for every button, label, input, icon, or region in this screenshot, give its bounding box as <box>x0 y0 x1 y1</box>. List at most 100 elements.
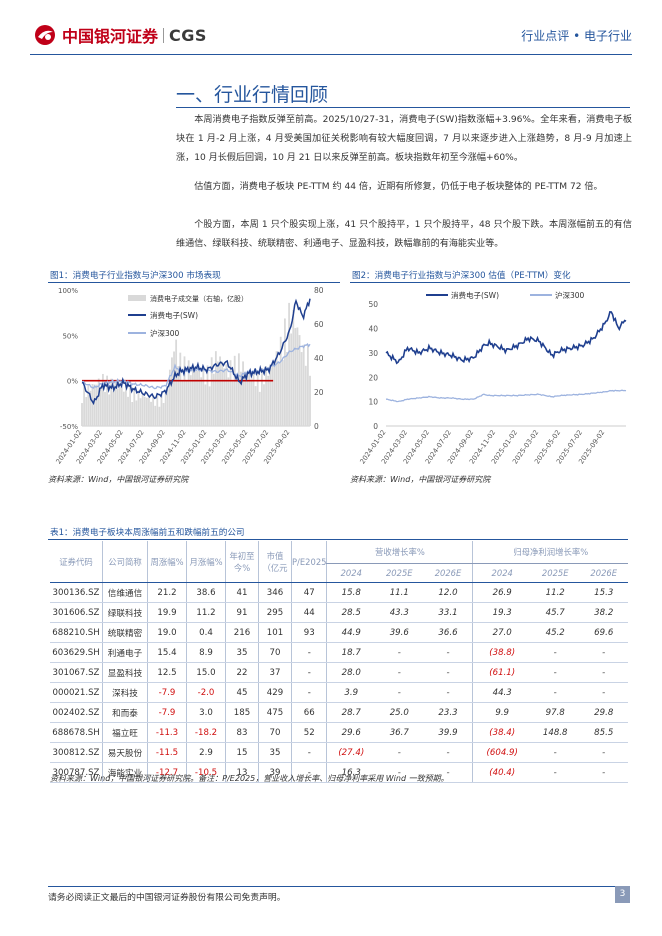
volume-bar <box>168 369 171 426</box>
volume-bar <box>122 391 125 426</box>
volume-bar <box>252 370 255 426</box>
fig2-rule <box>350 282 630 283</box>
table-cell: 29.8 <box>579 702 628 723</box>
y-left-tick-label: 0% <box>67 378 78 386</box>
table-row: 301067.SZ 显盈科技 12.5 15.0 22 37-28.0- - (61.1) - - <box>50 662 628 683</box>
volume-bar <box>145 397 148 426</box>
volume-bar <box>152 396 155 426</box>
table-row: 300136.SZ 信维通信 21.2 38.6 41 346 47 15.8 11.1 12.0… <box>50 582 628 603</box>
table-cell: -7.9 <box>147 682 187 703</box>
table-cell: - <box>530 642 580 663</box>
table-cell: 11.2 <box>530 582 580 603</box>
volume-bar <box>258 391 261 426</box>
fig1-chart: 100%50%0%-50%8060402002024-01-022024-03-… <box>54 286 324 466</box>
volume-bar <box>204 384 207 426</box>
y-right-tick-label: 20 <box>314 388 324 397</box>
volume-bar <box>181 380 184 426</box>
table-cell: 688678.SH <box>50 722 103 743</box>
col-rev-2025e: 2025E <box>375 563 424 583</box>
volume-bar <box>95 384 98 426</box>
table-cell: - <box>530 662 580 683</box>
volume-bar <box>91 383 94 426</box>
volume-bar <box>263 384 265 426</box>
table-cell: 27.0 <box>472 622 531 643</box>
fig1-source: 资料来源：Wind，中国银河证券研究院 <box>48 475 189 484</box>
y-left-tick-label: -50% <box>60 423 78 431</box>
volume-bar <box>85 397 88 426</box>
volume-bar <box>179 352 182 426</box>
table-cell: 70 <box>258 642 292 663</box>
table-cell: 29.6 <box>326 722 376 743</box>
volume-bar <box>231 381 234 426</box>
table-cell: 216 <box>225 622 259 643</box>
volume-bar <box>191 364 194 426</box>
volume-bar <box>198 368 201 426</box>
table-cell: 28.7 <box>326 702 376 723</box>
volume-bar <box>307 344 309 426</box>
volume-bar <box>219 356 221 426</box>
volume-bar <box>281 360 284 426</box>
y-tick-label: 30 <box>368 349 378 358</box>
table-cell: 44 <box>290 602 327 623</box>
y-right-tick-label: 60 <box>314 320 324 329</box>
volume-bar <box>250 379 253 426</box>
volume-bar <box>309 375 311 426</box>
table-cell: 45.2 <box>530 622 580 643</box>
col-np-2024: 2024 <box>472 563 531 583</box>
table-cell: 91 <box>225 602 259 623</box>
volume-bar <box>125 386 127 426</box>
volume-bar <box>223 368 226 426</box>
volume-bar <box>177 366 180 426</box>
table-cell: 300136.SZ <box>50 582 103 603</box>
volume-bar <box>102 373 104 426</box>
table-cell: 显盈科技 <box>102 662 148 683</box>
volume-bar <box>143 396 146 426</box>
volume-bar <box>260 368 263 426</box>
table-cell: 45 <box>225 682 259 703</box>
table-cell: 83 <box>225 722 259 743</box>
table-row: 300787.SZ 海能实业 -12.7 -10.5 13 39-16.3- - (40.4)… <box>50 762 628 783</box>
table-cell: 97.8 <box>530 702 580 723</box>
table-cell: -10.5 <box>186 762 226 783</box>
table-cell: (40.4) <box>472 762 531 783</box>
table-cell: 66 <box>290 702 327 723</box>
table-cell: 15.8 <box>326 582 376 603</box>
table-cell: - <box>579 642 628 663</box>
col-week: 周涨幅% <box>147 541 187 583</box>
table-cell: 301067.SZ <box>50 662 103 683</box>
hs300-pe-line <box>385 389 627 403</box>
volume-bar <box>116 388 119 426</box>
volume-bar <box>221 361 224 426</box>
table-cell: 2.9 <box>186 742 226 763</box>
table-row: 300812.SZ 易天股份 -11.5 2.9 15 35- (27.4) - - (604.9… <box>50 742 628 763</box>
volume-bar <box>106 375 109 426</box>
table-cell: - <box>290 762 327 783</box>
table-cell: (61.1) <box>472 662 531 683</box>
table-cell: 15 <box>225 742 259 763</box>
table-cell: 185 <box>225 702 259 723</box>
table-cell: 39.9 <box>423 722 473 743</box>
volume-bar <box>294 328 297 426</box>
volume-bar <box>114 382 117 426</box>
table-cell: 18.7 <box>326 642 376 663</box>
brand-name: 中国银河证券 <box>62 27 159 46</box>
table-cell: - <box>290 642 327 663</box>
volume-bar <box>296 327 299 426</box>
volume-bar <box>133 387 136 426</box>
table-cell: - <box>375 662 424 683</box>
volume-bar <box>148 396 150 426</box>
volume-bar <box>244 371 247 426</box>
table-cell: - <box>375 682 424 703</box>
table-cell: 福立旺 <box>102 722 148 743</box>
y-left-tick-label: 100% <box>58 287 78 295</box>
y-right-tick-label: 40 <box>314 354 324 363</box>
table-cell: 利通电子 <box>102 642 148 663</box>
legend-volume-swatch <box>128 295 146 301</box>
page-number: 3 <box>615 886 630 903</box>
table-row: 603629.SH 利通电子 15.4 8.9 35 70-18.7- - (38.8) - - <box>50 642 628 663</box>
footer-rule <box>48 886 630 887</box>
consumer-electronics-pe-line <box>385 311 627 365</box>
volume-bar <box>271 363 274 426</box>
table-cell: 688210.SH <box>50 622 103 643</box>
table-cell: 603629.SH <box>50 642 103 663</box>
